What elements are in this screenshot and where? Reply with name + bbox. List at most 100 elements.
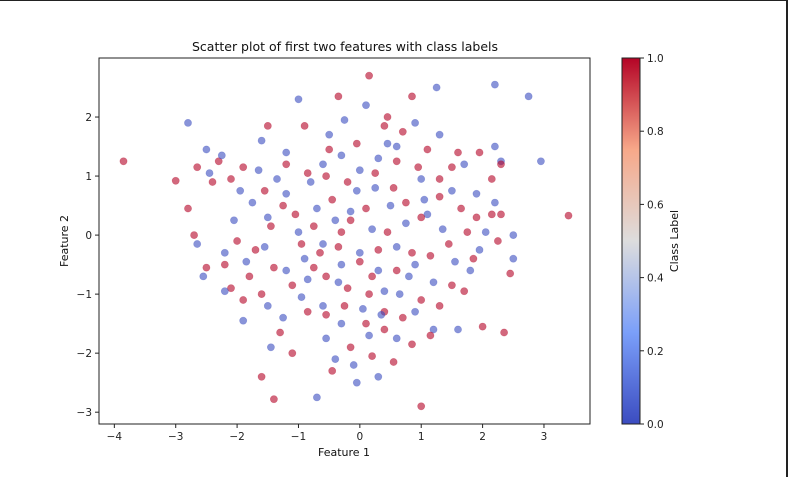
scatter-point-class-0 [242,257,251,266]
scatter-point-class-1 [303,307,312,316]
scatter-point-class-0 [411,260,419,269]
scatter-point-class-1 [337,228,346,236]
scatter-point-class-1 [365,290,373,298]
scatter-point-class-1 [325,145,334,154]
scatter-point-class-0 [199,272,208,281]
scatter-point-class-1 [460,287,469,296]
scatter-point-class-1 [245,272,254,281]
scatter-point-class-1 [316,248,324,257]
x-tick-label: 3 [541,431,548,443]
scatter-point-class-1 [257,372,266,381]
scatter-point-class-0 [319,160,327,169]
scatter-point-class-0 [297,293,306,301]
scatter-point-class-1 [417,296,426,304]
scatter-point-class-0 [475,245,484,254]
scatter-point-class-0 [263,213,272,222]
y-tick-label: 2 [85,112,92,124]
x-tick-label: −1 [291,431,306,443]
scatter-point-class-1 [435,301,444,310]
scatter-point-class-0 [349,361,358,369]
scatter-point-class-1 [269,395,278,404]
scatter-point-class-1 [171,176,180,185]
scatter-point-class-1 [371,169,380,177]
scatter-point-class-0 [319,240,327,248]
y-tick-label: −3 [77,407,92,419]
colorbar-tick-label: 0.8 [647,126,664,138]
scatter-point-class-0 [254,166,263,175]
y-axis-label: Feature 2 [58,215,71,267]
scatter-point-class-0 [395,290,404,298]
scatter-point-class-1 [472,213,481,222]
scatter-point-class-1 [463,228,472,236]
scatter-point-class-1 [322,172,330,180]
scatter-point-class-1 [346,216,355,225]
scatter-point-class-0 [279,313,287,322]
scatter-point-class-0 [392,242,401,251]
scatter-point-class-0 [429,278,438,287]
scatter-point-class-1 [300,122,309,130]
scatter-point-class-1 [417,402,426,411]
scatter-point-class-1 [444,240,453,248]
scatter-point-class-0 [460,160,469,169]
scatter-point-class-1 [346,343,355,352]
scatter-point-class-1 [227,175,235,183]
scatter-point-class-0 [404,272,413,281]
colorbar-tick-label: 0.2 [647,346,664,358]
scatter-point-class-1 [279,201,287,210]
scatter-point-class-1 [392,266,401,275]
scatter-point-class-0 [454,325,462,334]
scatter-point-class-0 [386,201,395,210]
scatter-point-class-1 [368,272,376,281]
window-right-border [786,0,788,477]
scatter-point-class-1 [469,254,478,263]
x-tick-label: −2 [229,431,244,443]
scatter-point-class-0 [374,266,383,275]
colorbar-tick-label: 0.4 [647,273,664,285]
colorbar-ticks: 0.0 0.2 0.4 0.6 0.8 1.0 [640,53,664,431]
x-tick-label: 0 [357,431,364,443]
scatter-point-class-1 [263,122,272,130]
scatter-point-class-1 [478,322,487,331]
scatter-point-class-1 [266,222,275,231]
points-layer [119,71,573,411]
window-top-border [0,0,787,1]
scatter-point-class-1 [239,296,248,304]
plot-area [99,58,590,424]
y-axis-ticks: −3 −2 −1 0 1 2 [77,112,99,419]
scatter-point-class-0 [337,260,346,269]
scatter-point-class-0 [325,130,334,139]
scatter-point-class-0 [282,148,291,157]
scatter-point-class-0 [300,254,309,263]
scatter-point-class-0 [205,169,214,177]
scatter-point-class-0 [411,307,419,316]
scatter-point-class-0 [374,154,383,163]
scatter-point-class-1 [355,257,364,266]
scatter-point-class-0 [202,145,211,154]
scatter-point-class-1 [500,328,508,337]
scatter-point-class-0 [537,157,545,166]
scatter-point-class-0 [509,254,518,263]
scatter-point-class-0 [334,278,343,287]
scatter-point-class-1 [334,242,343,251]
scatter-point-class-1 [398,127,407,136]
scatter-point-class-0 [432,83,441,92]
colorbar [621,57,641,425]
scatter-point-class-1 [362,204,370,213]
scatter-point-class-0 [263,301,272,310]
scatter-point-class-0 [417,175,426,183]
scatter-point-class-1 [184,204,192,213]
scatter-point-class-0 [362,101,370,110]
scatter-point-class-0 [282,189,291,198]
colorbar-tick-label: 1.0 [647,53,664,65]
scatter-point-class-0 [193,240,202,248]
scatter-point-class-1 [288,281,297,290]
scatter-point-class-0 [248,198,257,207]
x-axis-label: Feature 1 [318,446,370,459]
scatter-point-class-1 [227,284,235,293]
scatter-point-class-0 [392,334,401,343]
scatter-point-class-1 [288,349,297,358]
scatter-point-class-1 [208,178,217,186]
scatter-point-class-0 [337,151,346,160]
scatter-point-class-1 [423,145,432,154]
scatter-point-class-1 [497,210,505,219]
